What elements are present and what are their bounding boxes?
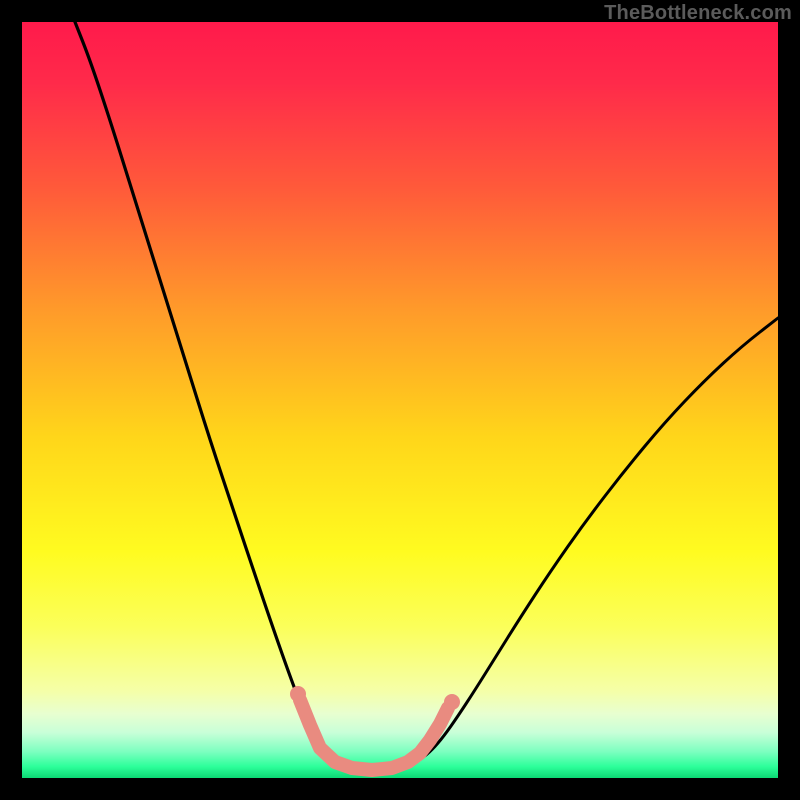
watermark-label: TheBottleneck.com <box>604 2 792 25</box>
optimal-range-dot <box>444 694 460 710</box>
chart-canvas: TheBottleneck.com <box>0 0 800 800</box>
plot-background <box>22 22 778 778</box>
optimal-range-dot <box>290 686 306 702</box>
chart-svg <box>0 0 800 800</box>
